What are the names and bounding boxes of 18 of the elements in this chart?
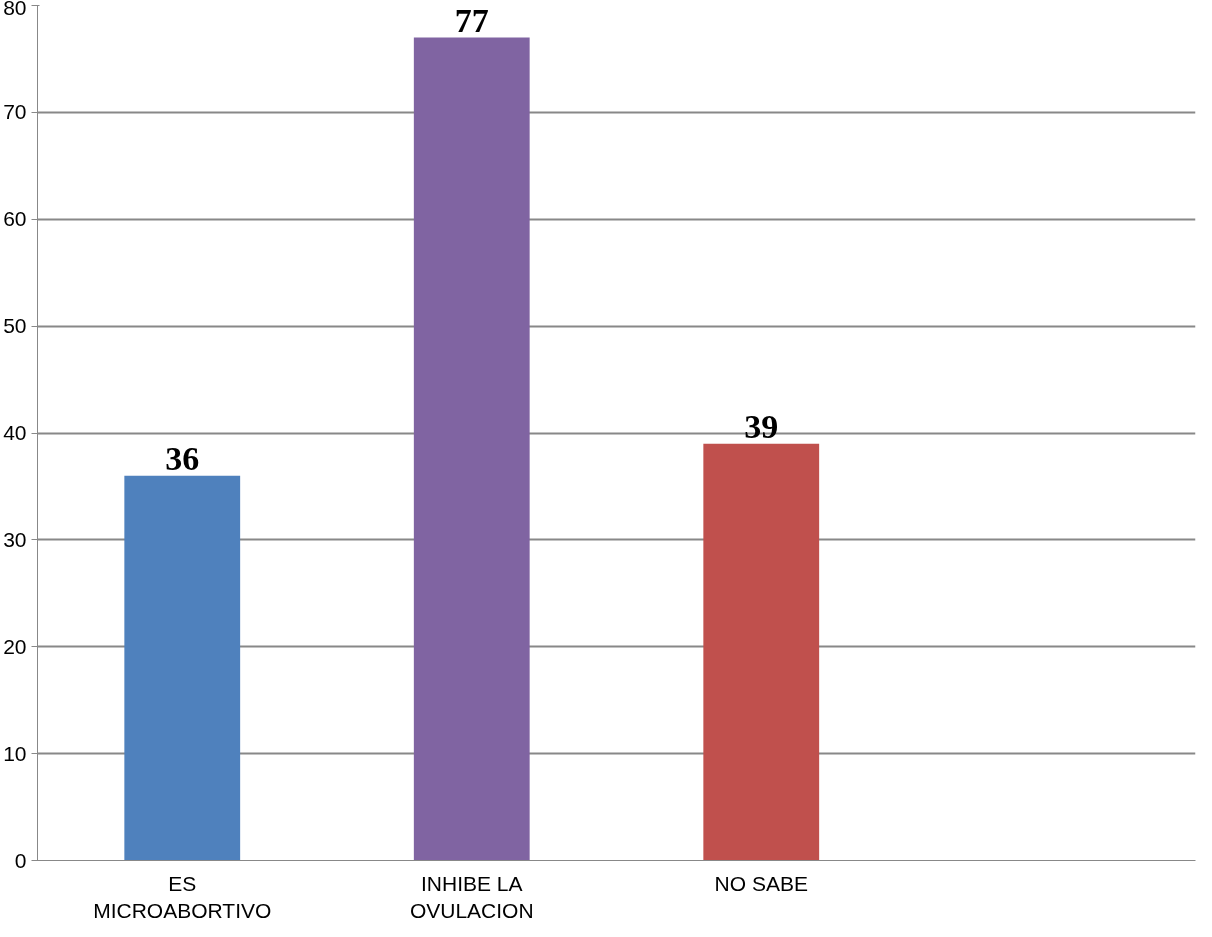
y-tick-label: 10: [3, 741, 27, 765]
bar: [413, 37, 530, 861]
y-tick-label: 0: [14, 848, 27, 872]
y-tick-label: 80: [3, 0, 27, 19]
y-tick-label: 40: [3, 421, 27, 444]
y-tick-label: 30: [3, 527, 27, 551]
bar: [124, 475, 241, 861]
data-label: 36: [165, 439, 200, 477]
y-tick-label: 60: [3, 207, 27, 231]
x-tick-label: NO SABE: [714, 871, 808, 895]
x-tick-label: INHIBE LA OVULACION: [409, 871, 534, 923]
bar: [703, 443, 820, 861]
data-label: 39: [744, 407, 779, 445]
x-tick-label: ES MICROABORTIVO: [93, 871, 272, 923]
data-label: 77: [454, 1, 489, 39]
y-tick-label: 70: [3, 100, 27, 124]
y-tick-label: 20: [3, 634, 27, 658]
y-tick-label: 50: [3, 314, 27, 338]
